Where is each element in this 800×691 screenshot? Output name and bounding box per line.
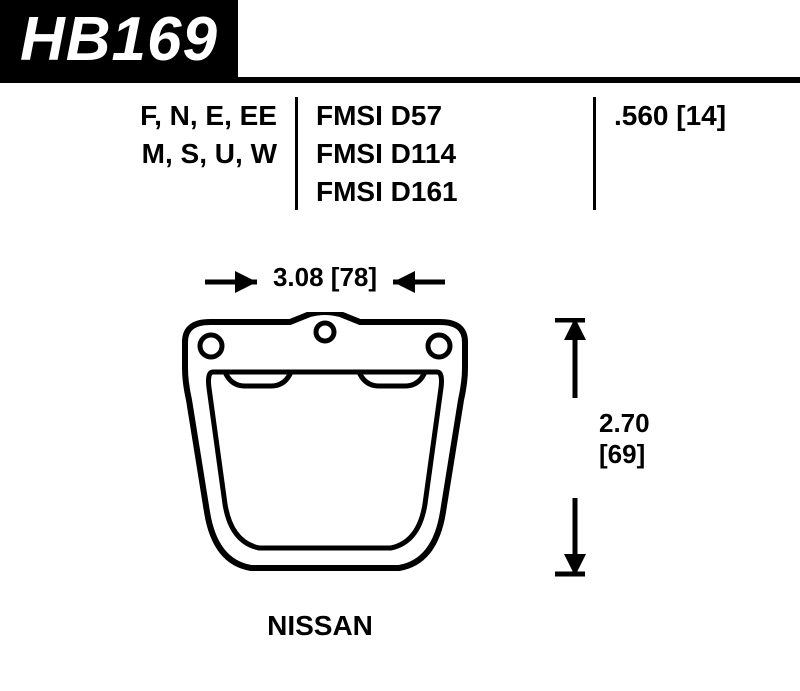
brake-pad-icon bbox=[165, 312, 485, 592]
fmsi-line: FMSI D57 bbox=[316, 97, 515, 135]
part-number: HB169 bbox=[20, 4, 218, 75]
height-mm: [69] bbox=[599, 439, 650, 470]
width-value: 3.08 [78] bbox=[205, 262, 445, 293]
spec-row: F, N, E, EE M, S, U, W FMSI D57 FMSI D11… bbox=[0, 83, 800, 210]
fmsi-line: FMSI D114 bbox=[316, 135, 515, 173]
title-bar: HB169 bbox=[0, 0, 238, 77]
thickness-spec: .560 [14] bbox=[593, 97, 726, 210]
compound-codes: F, N, E, EE M, S, U, W bbox=[60, 97, 295, 210]
height-arrow-icon bbox=[555, 318, 605, 578]
height-dimension: 2.70 [69] bbox=[555, 318, 675, 578]
height-in: 2.70 bbox=[599, 408, 650, 439]
fmsi-line: FMSI D161 bbox=[316, 173, 515, 211]
brand-label: NISSAN bbox=[0, 610, 640, 642]
height-value: 2.70 [69] bbox=[599, 408, 650, 470]
thickness-value: .560 [14] bbox=[614, 97, 726, 135]
codes-line: M, S, U, W bbox=[60, 135, 277, 173]
diagram-area: 3.08 [78] 2.70 [69] NISSAN bbox=[0, 260, 800, 660]
width-dimension: 3.08 [78] bbox=[205, 260, 445, 300]
codes-line: F, N, E, EE bbox=[60, 97, 277, 135]
fmsi-codes: FMSI D57 FMSI D114 FMSI D161 bbox=[295, 97, 515, 210]
